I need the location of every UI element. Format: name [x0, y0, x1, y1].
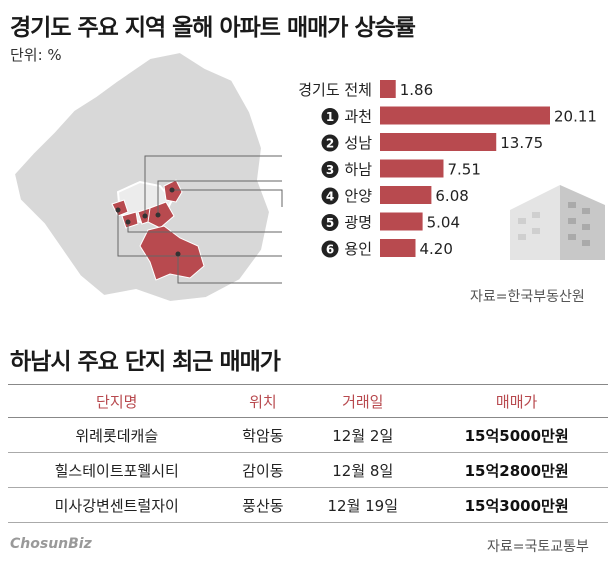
bar-2	[380, 133, 497, 151]
category-label: 과천	[344, 108, 372, 126]
unit-label: 단위: %	[10, 46, 62, 64]
cell-location: 감이동	[225, 452, 301, 488]
rank-badge	[321, 108, 339, 125]
chosunbiz-logo: ChosunBiz	[10, 536, 92, 552]
cell-complex: 위례롯데캐슬	[8, 417, 226, 453]
rank-badge-number: 1	[326, 110, 334, 124]
category-label: 안양	[344, 187, 372, 205]
table-header-row: 단지명 위치 거래일 매매가	[8, 384, 608, 418]
rank-badge	[321, 240, 339, 258]
cell-price: 15억2800만원	[425, 452, 608, 488]
category-label: 광명	[344, 214, 372, 232]
rank-badge-number: 4	[326, 190, 334, 204]
price-table: 단지명 위치 거래일 매매가 위례롯데캐슬 학암동 12월 2일 15억5000…	[8, 384, 608, 523]
chart-title: 경기도 주요 지역 올해 아파트 매매가 상승률	[10, 15, 416, 41]
bar-4	[380, 186, 432, 204]
category-label: 용인	[344, 240, 372, 258]
cell-price: 15억5000만원	[425, 417, 608, 453]
bar-3	[380, 159, 444, 178]
table-source: 자료=국토교통부	[487, 539, 589, 555]
rank-badge-number: 5	[326, 216, 334, 230]
bar-value-label: 4.20	[420, 240, 453, 258]
table-title: 하남시 주요 단지 최근 매매가	[10, 349, 281, 375]
cell-date: 12월 2일	[300, 417, 426, 453]
map-region-gwangmyeong	[111, 199, 129, 217]
bar-0	[380, 80, 396, 98]
gyeonggi-map	[12, 50, 283, 304]
cell-complex: 미사강변센트럴자이	[8, 487, 226, 523]
chart-source: 자료=한국부동산원	[470, 289, 585, 305]
rank-badge-number: 3	[326, 163, 334, 177]
rank-badge	[321, 187, 339, 205]
map-dots	[115, 187, 181, 257]
table-row: 미사강변센트럴자이 풍산동 12월 19일 15억3000만원	[8, 487, 608, 523]
rank-badge	[321, 214, 339, 231]
table-row: 힐스테이트포웰시티 감이동 12월 8일 15억2800만원	[8, 452, 608, 488]
bar-value-label: 7.51	[447, 161, 480, 179]
category-label: 성남	[344, 134, 372, 152]
header-complex: 단지명	[8, 384, 226, 418]
header-price: 매매가	[425, 384, 608, 418]
bar-chart: 1.86 경기도 전체 20.11 과천 1 13.75 성남 2 7.51 하남 3 6.08 안양 4…	[298, 80, 597, 258]
bar-value-label: 20.11	[554, 108, 597, 126]
header-location: 위치	[225, 384, 301, 418]
cell-price: 15억3000만원	[425, 487, 608, 523]
building-illustration	[510, 185, 605, 260]
bar-6	[380, 239, 416, 257]
rank-badge-number: 2	[326, 137, 334, 151]
cell-location: 풍산동	[225, 487, 301, 523]
bar-value-label: 6.08	[435, 187, 468, 205]
bar-value-label: 1.86	[400, 81, 433, 99]
bar-5	[380, 212, 423, 231]
rank-badge	[321, 161, 339, 178]
map-leader-lines	[117, 155, 283, 284]
cell-date: 12월 8일	[300, 452, 426, 488]
rank-badge	[321, 134, 339, 152]
header-date: 거래일	[300, 384, 426, 418]
category-label: 하남	[344, 161, 372, 179]
bar-1	[380, 106, 550, 125]
bar-value-label: 13.75	[500, 134, 543, 152]
cell-date: 12월 19일	[300, 487, 426, 523]
rank-badge-number: 6	[326, 243, 334, 257]
table-row: 위례롯데캐슬 학암동 12월 2일 15억5000만원	[8, 417, 608, 453]
map-region-anyang	[121, 211, 139, 229]
map-region-seongnam	[147, 201, 175, 229]
map-region-yongin	[139, 225, 205, 281]
bar-value-label: 5.04	[427, 214, 460, 232]
cell-location: 학암동	[225, 417, 301, 453]
map-province-shape	[12, 50, 272, 304]
category-label: 경기도 전체	[298, 81, 372, 99]
cell-complex: 힐스테이트포웰시티	[8, 452, 226, 488]
